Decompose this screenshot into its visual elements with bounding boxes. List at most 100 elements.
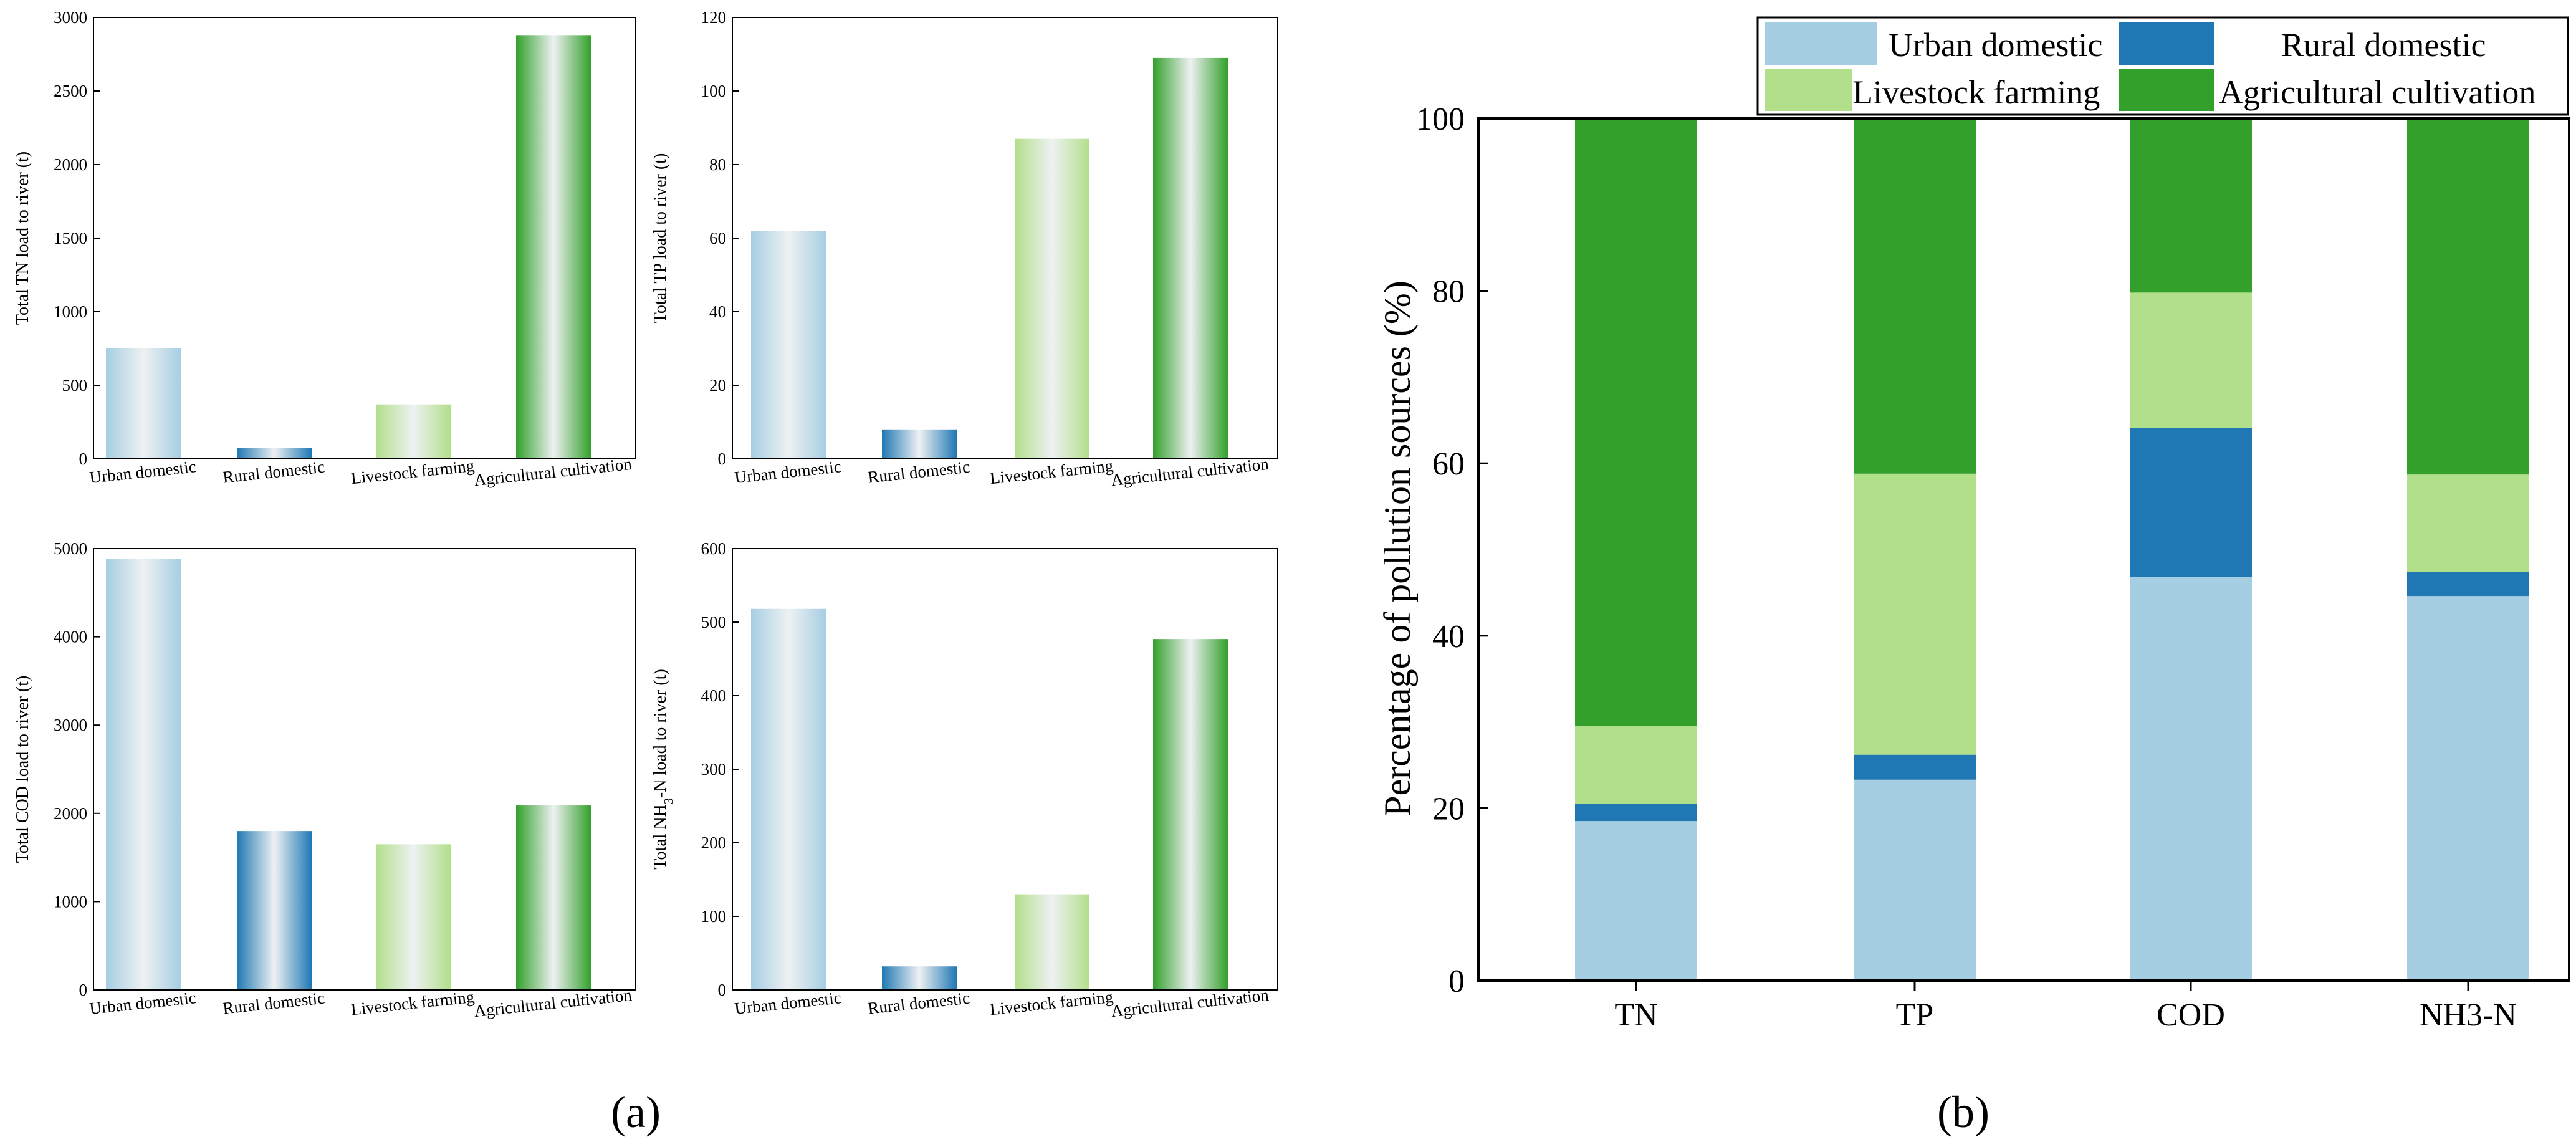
bar-rural-domestic [882, 966, 957, 990]
y-tick-label: 100 [701, 907, 727, 926]
y-tick-label: 100 [1416, 102, 1465, 137]
category-label: Livestock farming [989, 456, 1114, 488]
category-labels: Urban domestic Rural domestic Livestock … [734, 454, 1270, 489]
bar-rural-domestic [882, 429, 957, 459]
y-tick-label: 200 [701, 833, 727, 852]
segment-livestock-farming [1854, 473, 1976, 755]
segment-agricultural-cultivation [2407, 118, 2529, 475]
y-tick-label: 500 [62, 376, 88, 395]
segment-livestock-farming [1575, 726, 1697, 804]
panel-label-b: (b) [1937, 1087, 1989, 1137]
y-tick-label: 4000 [54, 628, 87, 646]
y-axis-label: Total NH3-N load to river (t) [651, 669, 676, 869]
segment-urban-domestic [2130, 577, 2252, 981]
bar-rural-domestic [237, 831, 312, 990]
y-tick-label: 1000 [54, 302, 87, 321]
panel-label-a: (a) [611, 1087, 661, 1137]
legend-swatch-agriculture [2119, 69, 2214, 111]
bar-agricultural-cultivation [516, 805, 591, 990]
y-tick-label: 2000 [54, 155, 87, 174]
y-tick-label: 40 [709, 302, 726, 321]
y-tick-label: 3000 [54, 716, 87, 734]
y-tick-label: 0 [79, 981, 88, 999]
segment-urban-domestic [2407, 596, 2529, 981]
y-axis-ticks: 0 100 200 300 400 500 600 [701, 539, 739, 999]
segment-agricultural-cultivation [1854, 118, 1976, 474]
stacked-percentage-chart: 0 20 40 60 80 100 TN TP COD NH3-N Percentage … [1377, 16, 2570, 1033]
bar-urban-domestic [751, 231, 826, 459]
y-axis-label: Total COD load to river (t) [13, 676, 32, 863]
category-label: Rural domestic [222, 989, 325, 1018]
bar-agricultural-cultivation [1153, 639, 1228, 990]
legend-label: Agricultural cultivation [2219, 74, 2535, 111]
category-label: Livestock farming [350, 987, 476, 1019]
y-tick-label: 20 [709, 376, 726, 395]
legend-label: Rural domestic [2281, 26, 2486, 64]
subplot-cod: 0 1000 2000 3000 4000 5000 Urban domestic Rur… [13, 539, 636, 1020]
category-label: TN [1614, 997, 1657, 1033]
category-label: Livestock farming [989, 987, 1114, 1019]
category-label: Rural domestic [867, 989, 970, 1018]
y-tick-label: 3000 [54, 8, 87, 27]
y-tick-label: 500 [701, 613, 727, 631]
segment-rural-domestic [1854, 754, 1976, 780]
bar-agricultural-cultivation [516, 35, 591, 459]
y-tick-label: 2000 [54, 804, 87, 823]
y-tick-label: 600 [701, 539, 727, 558]
category-label: COD [2157, 997, 2225, 1033]
segment-rural-domestic [1575, 804, 1697, 822]
subplot-nh3n: 0 100 200 300 400 500 600 Urban domestic Rural… [651, 539, 1278, 1020]
category-label: Livestock farming [350, 456, 476, 488]
bars [751, 57, 1228, 459]
category-label: Agricultural cultivation [473, 454, 633, 489]
y-tick-label: 2500 [54, 82, 87, 100]
legend-label: Livestock farming [1852, 74, 2100, 111]
segment-agricultural-cultivation [1575, 118, 1697, 727]
category-label: Urban domestic [734, 988, 842, 1018]
bar-urban-domestic [106, 348, 181, 459]
category-labels: Urban domestic Rural domestic Livestock … [734, 986, 1270, 1020]
bars [106, 35, 591, 459]
bars [751, 608, 1228, 990]
bar-livestock-farming [376, 404, 451, 459]
y-tick-label: 80 [709, 155, 726, 174]
category-label: Agricultural cultivation [1110, 986, 1270, 1020]
y-tick-label: 5000 [54, 539, 87, 558]
stacked-bars [1575, 118, 2529, 981]
category-label: Agricultural cultivation [473, 986, 633, 1020]
legend-swatch-rural [2119, 22, 2214, 65]
legend-label: Urban domestic [1889, 26, 2102, 64]
category-labels: TN TP COD NH3-N [1614, 997, 2517, 1033]
category-labels: Urban domestic Rural domestic Livestock … [89, 454, 633, 489]
y-axis-ticks: 0 20 40 60 80 100 120 [701, 8, 739, 468]
bar-livestock-farming [376, 844, 451, 990]
segment-rural-domestic [2407, 572, 2529, 597]
category-label: Urban domestic [89, 457, 197, 487]
subplot-tp: 0 20 40 60 80 100 120 Urban domestic Rural dom… [651, 8, 1278, 489]
y-tick-label: 60 [709, 229, 726, 247]
bar-rural-domestic [237, 448, 312, 459]
bar-urban-domestic [106, 559, 181, 990]
bars [106, 559, 591, 990]
category-label: Rural domestic [867, 458, 970, 487]
bar-agricultural-cultivation [1153, 57, 1228, 459]
y-tick-label: 20 [1432, 791, 1465, 827]
y-axis-label: Percentage of pollution sources (%) [1377, 281, 1418, 817]
legend: Urban domestic Rural domestic Livestock … [1756, 16, 2569, 116]
category-label: Urban domestic [734, 457, 842, 487]
category-label: Urban domestic [89, 988, 197, 1018]
y-tick-label: 60 [1432, 446, 1465, 482]
subplot-tn: 0 500 1000 1500 2000 2500 3000 Urban domestic … [13, 8, 636, 489]
y-axis-ticks: 0 1000 2000 3000 4000 5000 [54, 539, 100, 999]
bar-livestock-farming [1015, 138, 1089, 459]
y-tick-label: 300 [701, 760, 727, 779]
segment-rural-domestic [2130, 428, 2252, 577]
category-labels: Urban domestic Rural domestic Livestock … [89, 986, 633, 1020]
legend-swatch-urban [1765, 22, 1877, 65]
y-axis-label: Total TN load to river (t) [13, 151, 32, 325]
plot-frame [1477, 117, 2570, 982]
bar-livestock-farming [1015, 894, 1089, 990]
y-tick-label: 0 [79, 449, 88, 468]
y-tick-label: 0 [718, 981, 727, 999]
